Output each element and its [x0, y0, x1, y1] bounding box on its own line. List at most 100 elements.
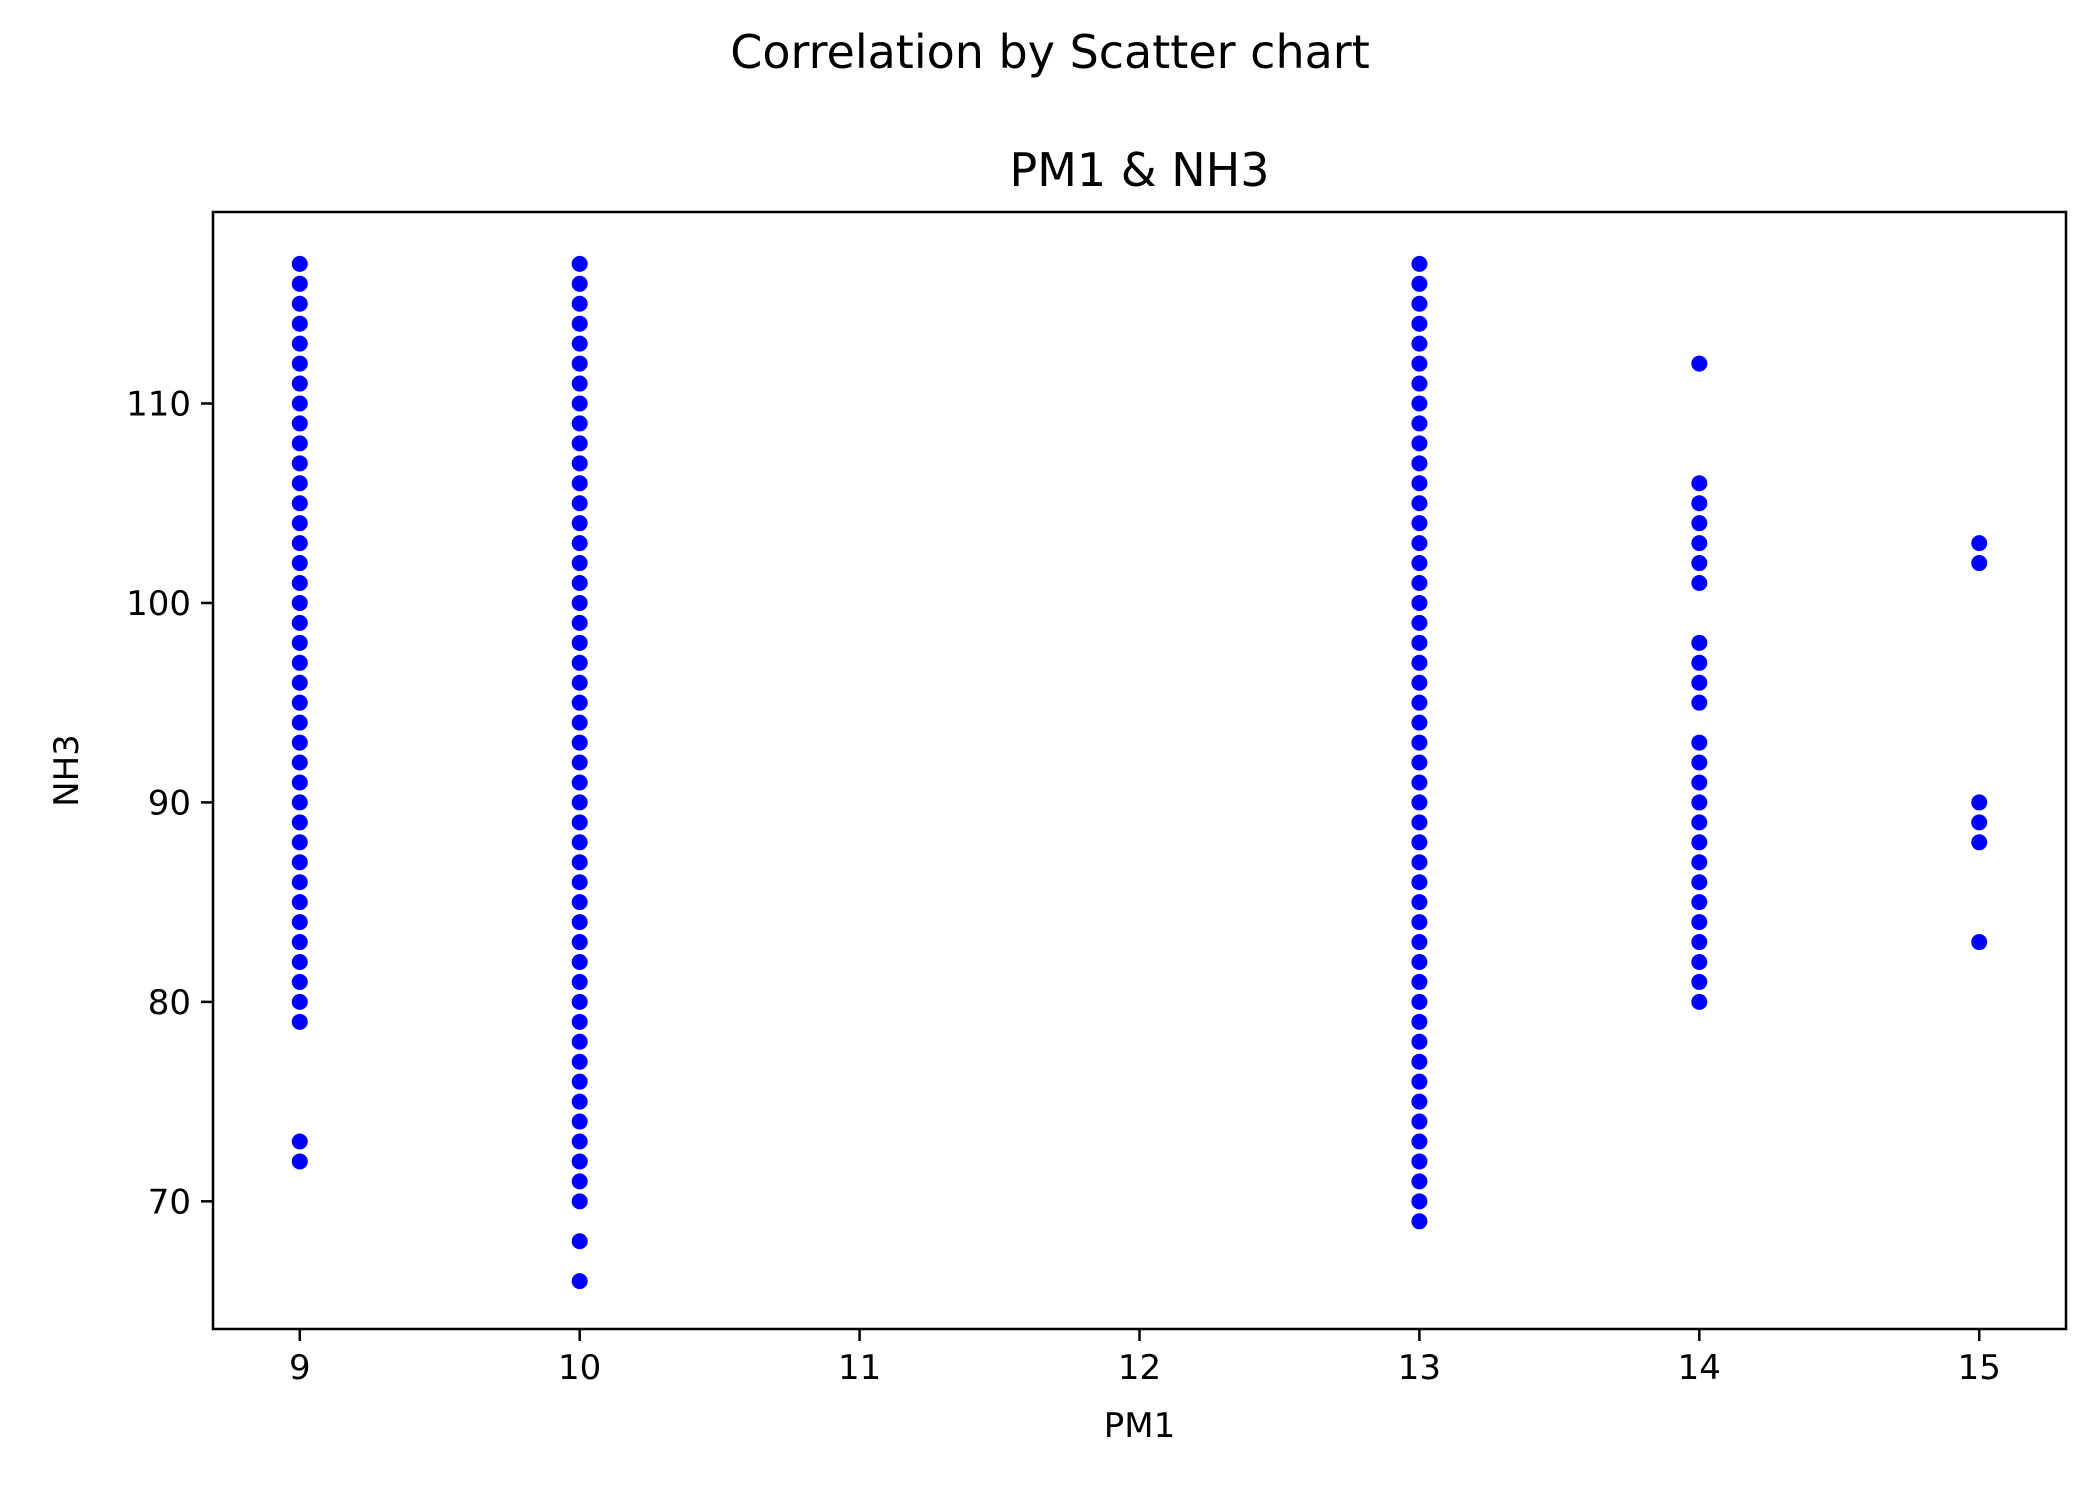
- data-point: [1971, 934, 1988, 951]
- data-point: [1411, 914, 1428, 931]
- data-point: [1691, 535, 1708, 552]
- data-point: [1411, 315, 1428, 332]
- data-point: [1691, 894, 1708, 911]
- data-point: [571, 1193, 588, 1210]
- data-point: [1411, 535, 1428, 552]
- data-point: [291, 614, 308, 631]
- data-point: [291, 734, 308, 751]
- data-point: [1411, 874, 1428, 891]
- data-point: [571, 415, 588, 432]
- data-point: [1971, 555, 1988, 572]
- data-point: [571, 1053, 588, 1070]
- data-point: [571, 814, 588, 831]
- y-tick-label: 100: [126, 584, 191, 624]
- data-point: [1411, 1193, 1428, 1210]
- data-point: [571, 734, 588, 751]
- data-point: [1971, 535, 1988, 552]
- data-point: [1411, 395, 1428, 412]
- data-point: [1411, 654, 1428, 671]
- data-point: [1411, 335, 1428, 352]
- data-point: [1411, 1153, 1428, 1170]
- data-point: [571, 1153, 588, 1170]
- y-tick-label: 70: [148, 1182, 191, 1222]
- data-point: [1411, 515, 1428, 532]
- data-point: [291, 515, 308, 532]
- data-point: [571, 634, 588, 651]
- data-point: [291, 973, 308, 990]
- data-point: [571, 993, 588, 1010]
- data-point: [571, 794, 588, 811]
- data-point: [1411, 834, 1428, 851]
- data-point: [1691, 754, 1708, 771]
- data-point: [1411, 894, 1428, 911]
- data-point: [291, 1133, 308, 1150]
- data-point: [571, 754, 588, 771]
- data-point: [571, 654, 588, 671]
- data-point: [1411, 1093, 1428, 1110]
- data-point: [1691, 993, 1708, 1010]
- data-point: [291, 854, 308, 871]
- data-point: [1411, 694, 1428, 711]
- data-point: [291, 814, 308, 831]
- points-layer: [291, 255, 1988, 1290]
- data-point: [1691, 734, 1708, 751]
- data-point: [1411, 1073, 1428, 1090]
- data-point: [291, 794, 308, 811]
- data-point: [291, 694, 308, 711]
- data-point: [1971, 834, 1988, 851]
- data-point: [1691, 953, 1708, 970]
- data-point: [1691, 674, 1708, 691]
- data-point: [291, 315, 308, 332]
- data-point: [1691, 774, 1708, 791]
- data-point: [291, 295, 308, 312]
- data-point: [571, 953, 588, 970]
- data-point: [1691, 874, 1708, 891]
- data-point: [1691, 814, 1708, 831]
- data-point: [571, 455, 588, 472]
- data-point: [571, 914, 588, 931]
- data-point: [571, 515, 588, 532]
- data-point: [1691, 555, 1708, 572]
- data-point: [571, 674, 588, 691]
- data-point: [571, 315, 588, 332]
- data-point: [291, 415, 308, 432]
- data-point: [291, 455, 308, 472]
- data-point: [571, 614, 588, 631]
- figure-title: Correlation by Scatter chart: [730, 25, 1370, 79]
- y-tick-label: 80: [148, 983, 191, 1023]
- data-point: [1411, 714, 1428, 731]
- data-point: [291, 774, 308, 791]
- data-point: [1411, 754, 1428, 771]
- data-point: [1691, 934, 1708, 951]
- x-axis-label: PM1: [1104, 1406, 1175, 1446]
- data-point: [291, 475, 308, 492]
- data-point: [1691, 973, 1708, 990]
- x-tick-label: 15: [1958, 1348, 2001, 1388]
- data-point: [291, 375, 308, 392]
- data-point: [1411, 934, 1428, 951]
- data-point: [1411, 973, 1428, 990]
- data-point: [571, 355, 588, 372]
- data-point: [1411, 1133, 1428, 1150]
- chart-title: PM1 & NH3: [1009, 143, 1270, 197]
- data-point: [571, 395, 588, 412]
- data-point: [571, 255, 588, 272]
- data-point: [1411, 1013, 1428, 1030]
- data-point: [291, 634, 308, 651]
- data-point: [1411, 953, 1428, 970]
- data-point: [291, 874, 308, 891]
- data-point: [291, 255, 308, 272]
- data-point: [291, 953, 308, 970]
- data-point: [1691, 575, 1708, 591]
- data-point: [1691, 834, 1708, 851]
- data-point: [1411, 794, 1428, 811]
- data-point: [1971, 814, 1988, 831]
- data-point: [291, 834, 308, 851]
- data-point: [571, 594, 588, 611]
- data-point: [1411, 674, 1428, 691]
- y-tick-label: 110: [126, 384, 191, 424]
- data-point: [1411, 1033, 1428, 1050]
- data-point: [1411, 475, 1428, 492]
- data-point: [1411, 734, 1428, 751]
- data-point: [571, 475, 588, 492]
